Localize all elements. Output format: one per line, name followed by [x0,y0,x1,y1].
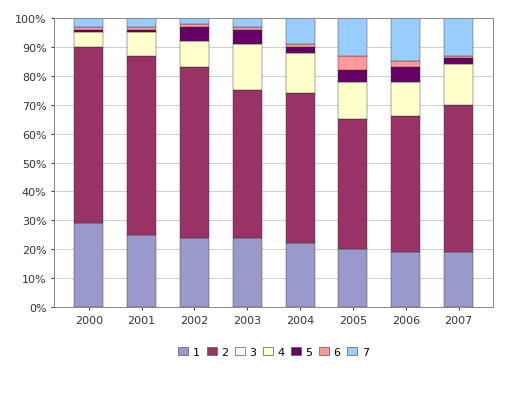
Bar [233,28,262,30]
Bar [391,82,420,117]
Bar [233,30,262,45]
Bar [285,53,314,94]
Bar [338,56,367,71]
Bar [74,19,103,28]
Bar [74,48,103,224]
Bar [127,30,156,33]
Bar [444,105,473,253]
Bar [285,19,314,45]
Bar [180,238,209,307]
Bar [391,117,420,253]
Bar [444,56,473,59]
Bar [391,253,420,307]
Bar [285,94,314,244]
Bar [180,25,209,28]
Bar [127,28,156,30]
Bar [127,33,156,56]
Bar [127,56,156,235]
Bar [338,120,367,249]
Legend: 1, 2, 3, 4, 5, 6, 7: 1, 2, 3, 4, 5, 6, 7 [176,345,371,359]
Bar [444,253,473,307]
Bar [338,82,367,120]
Bar [74,224,103,307]
Bar [180,68,209,238]
Bar [444,59,473,65]
Bar [233,238,262,307]
Bar [338,71,367,82]
Bar [338,19,367,56]
Bar [180,42,209,68]
Bar [74,28,103,30]
Bar [180,19,209,25]
Bar [127,235,156,307]
Bar [338,249,367,307]
Bar [233,19,262,28]
Bar [285,45,314,48]
Bar [444,65,473,105]
Bar [74,33,103,48]
Bar [285,48,314,53]
Bar [444,19,473,56]
Bar [233,91,262,238]
Bar [391,62,420,68]
Bar [127,19,156,28]
Bar [285,244,314,307]
Bar [233,45,262,91]
Bar [391,68,420,82]
Bar [74,30,103,33]
Bar [180,28,209,42]
Bar [391,19,420,62]
